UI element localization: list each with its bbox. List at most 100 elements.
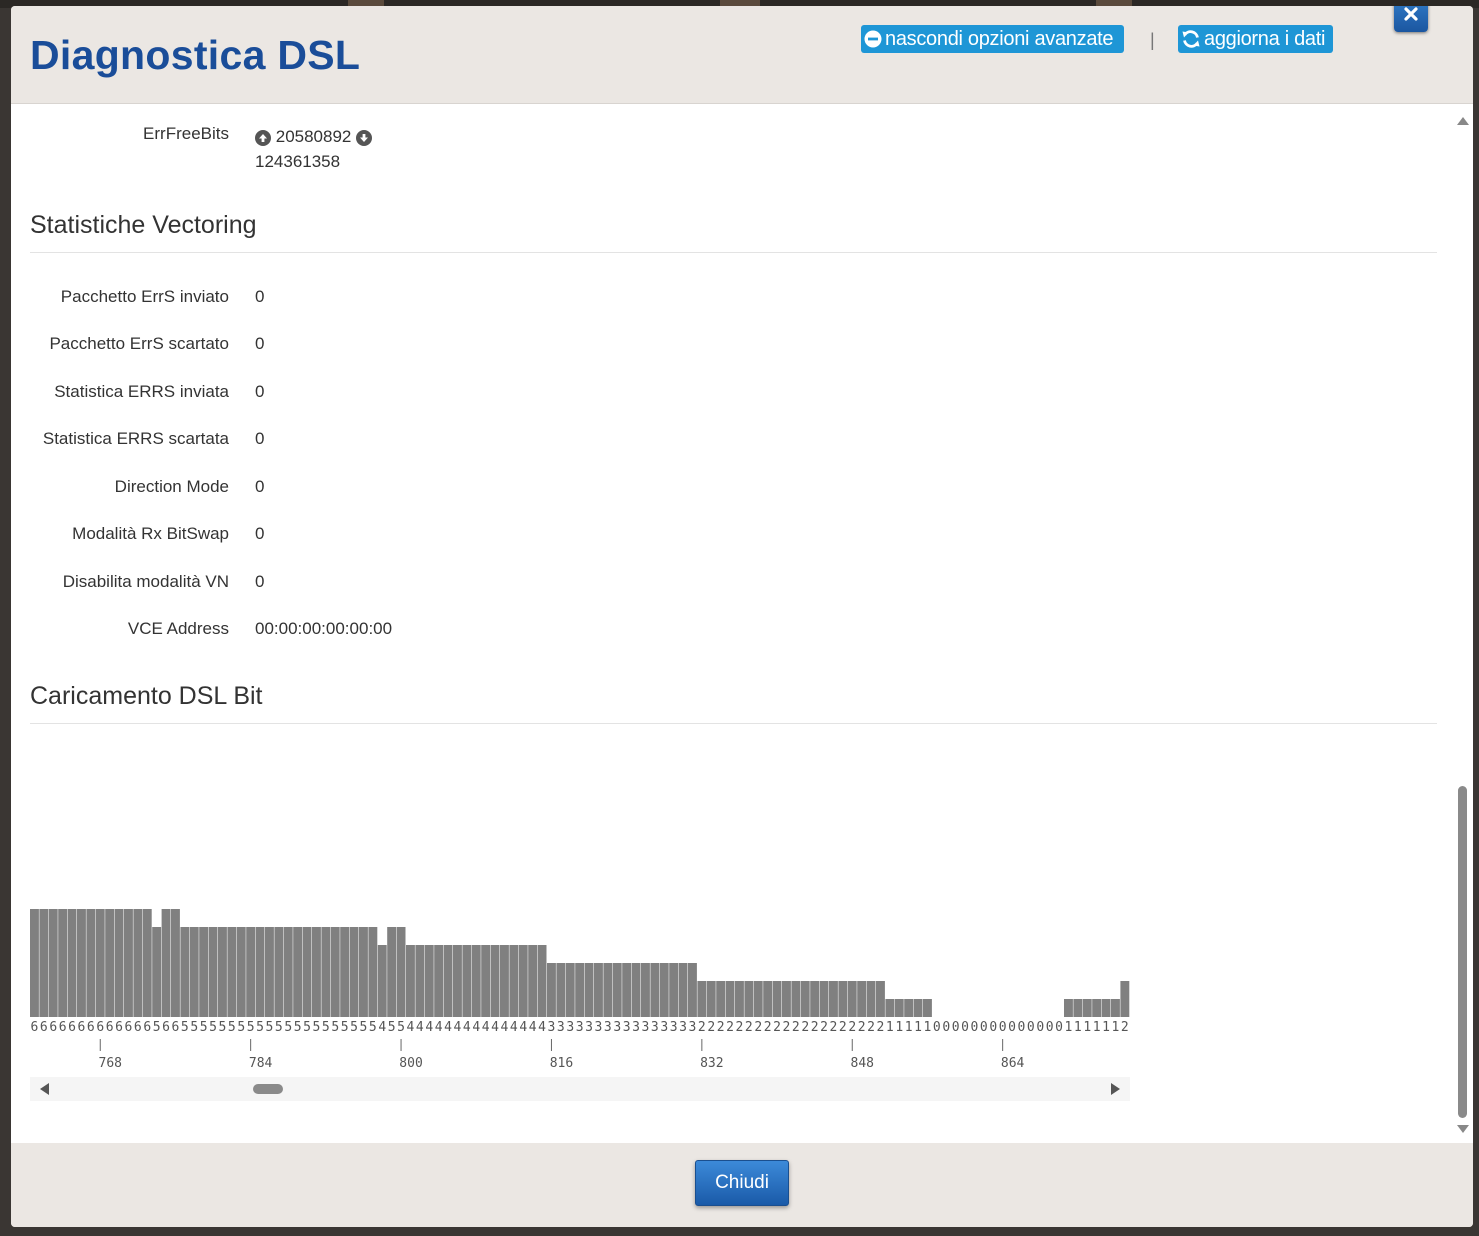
scroll-left-icon[interactable] — [40, 1083, 49, 1095]
chart-horizontal-scrollbar[interactable] — [30, 1077, 1130, 1101]
bitload-bar — [829, 981, 838, 1017]
bitload-bar-value: 1 — [1074, 1020, 1082, 1035]
bitload-bar-value: 5 — [313, 1020, 321, 1035]
bitload-bar — [124, 909, 133, 1017]
errfreebits-label: ErrFreeBits — [143, 124, 229, 143]
bitload-bar — [359, 927, 368, 1017]
vectoring-row-value: 0 — [255, 524, 265, 543]
bitload-bar — [189, 927, 199, 1017]
bitload-bar — [735, 981, 744, 1017]
bitload-bar-value: 5 — [181, 1020, 189, 1035]
bitload-bar — [800, 981, 810, 1017]
vectoring-row-value: 0 — [255, 429, 265, 448]
backdrop — [0, 0, 1479, 8]
bitload-bar-value: 5 — [153, 1020, 161, 1035]
bitload-bar-value: 2 — [1121, 1020, 1129, 1035]
diagnostics-modal: Diagnostica DSL nascondi opzioni avanzat… — [11, 6, 1473, 1227]
bitload-bar-value: 4 — [416, 1020, 424, 1035]
bitload-bar-value: 5 — [219, 1020, 227, 1035]
scroll-right-icon[interactable] — [1111, 1083, 1120, 1095]
bitload-bar — [39, 909, 49, 1017]
bitload-bar-value: 0 — [942, 1020, 950, 1035]
bitload-bar-value: 3 — [566, 1020, 574, 1035]
bitload-bar — [415, 945, 425, 1017]
bitload-bar — [1111, 999, 1120, 1017]
bitload-bar-value: 4 — [538, 1020, 546, 1035]
bitload-bar — [1064, 999, 1073, 1017]
bitload-bar-value: 0 — [1027, 1020, 1035, 1035]
bitload-bar — [763, 981, 773, 1017]
bitload-bar — [631, 963, 641, 1017]
bitload-bar — [669, 963, 679, 1017]
bitload-bar — [218, 927, 227, 1017]
bitload-bar — [1120, 981, 1130, 1017]
scroll-up-icon[interactable] — [1457, 117, 1469, 125]
hide-advanced-label: nascondi opzioni avanzate — [885, 27, 1114, 50]
bitload-bar — [857, 981, 867, 1017]
bitload-bar-value: 0 — [971, 1020, 979, 1035]
bitload-bar-value: 1 — [1083, 1020, 1091, 1035]
bitload-bar — [30, 909, 39, 1017]
bitload-bar-value: 5 — [322, 1020, 330, 1035]
bitload-bar-value: 4 — [435, 1020, 443, 1035]
bitload-bar-value: 2 — [830, 1020, 838, 1035]
bitload-bar-value: 0 — [980, 1020, 988, 1035]
x-axis-tick-label: 848 — [851, 1056, 874, 1071]
bitload-bar — [180, 927, 190, 1017]
bitload-bar — [725, 981, 735, 1017]
bitload-bar-value: 1 — [905, 1020, 913, 1035]
bitload-bar — [58, 909, 68, 1017]
bitload-bar — [500, 945, 509, 1017]
bitload-bar — [688, 963, 697, 1017]
bitload-bar-value: 6 — [125, 1020, 133, 1035]
upload-icon — [255, 130, 271, 146]
bitload-bar-value: 5 — [369, 1020, 377, 1035]
close-x-button[interactable] — [1394, 6, 1428, 32]
bitload-bar-value: 5 — [341, 1020, 349, 1035]
bitload-bar-value: 3 — [613, 1020, 621, 1035]
body-vertical-scrollbar[interactable] — [1454, 114, 1470, 1136]
bitload-bar-value: 5 — [331, 1020, 339, 1035]
bitload-bar — [706, 981, 716, 1017]
bitload-bar-value: 4 — [407, 1020, 415, 1035]
bitload-bar-value: 1 — [1093, 1020, 1101, 1035]
bitload-bar-value: 0 — [1036, 1020, 1044, 1035]
bitload-bar-value: 6 — [59, 1020, 67, 1035]
bitload-bar — [641, 963, 650, 1017]
chart-scroll-thumb[interactable] — [253, 1084, 283, 1094]
bitload-bar-value: 4 — [491, 1020, 499, 1035]
bitload-bar — [283, 927, 293, 1017]
bitload-bar-value: 3 — [548, 1020, 556, 1035]
bitload-section-title: Caricamento DSL Bit — [30, 682, 263, 710]
bitload-bar — [208, 927, 218, 1017]
bitload-bar — [293, 927, 303, 1017]
bitload-bar — [866, 981, 876, 1017]
bitload-bar-value: 4 — [463, 1020, 471, 1035]
bitload-bar-value: 6 — [143, 1020, 151, 1035]
x-axis-tick-label: 816 — [550, 1056, 573, 1071]
bitload-bar — [490, 945, 500, 1017]
hide-advanced-button[interactable]: nascondi opzioni avanzate — [861, 25, 1124, 53]
bitload-bar-value: 4 — [510, 1020, 518, 1035]
scroll-down-icon[interactable] — [1457, 1125, 1469, 1133]
bitload-bar — [406, 945, 415, 1017]
vectoring-section-title: Statistiche Vectoring — [30, 211, 257, 239]
bitload-bar — [537, 945, 547, 1017]
bitload-bar-value: 1 — [914, 1020, 922, 1035]
bitload-bar-value: 2 — [717, 1020, 725, 1035]
modal-body: ErrFreeBits 20580892 124361358 Statistic… — [11, 103, 1473, 1144]
bitload-bar-value: 2 — [867, 1020, 875, 1035]
close-button[interactable]: Chiudi — [695, 1160, 789, 1206]
bitload-bar — [791, 981, 801, 1017]
bitload-bar — [612, 963, 622, 1017]
x-axis-tick-label: 864 — [1001, 1056, 1025, 1071]
bitload-bar — [810, 981, 820, 1017]
body-scroll-thumb[interactable] — [1458, 786, 1467, 1118]
bitload-bar-value: 5 — [284, 1020, 292, 1035]
refresh-data-button[interactable]: aggiorna i dati — [1178, 25, 1333, 53]
bitload-bar-value: 2 — [801, 1020, 809, 1035]
bitload-bar-value: 0 — [1046, 1020, 1054, 1035]
bitload-bar — [923, 999, 932, 1017]
bitload-bar — [142, 909, 152, 1017]
